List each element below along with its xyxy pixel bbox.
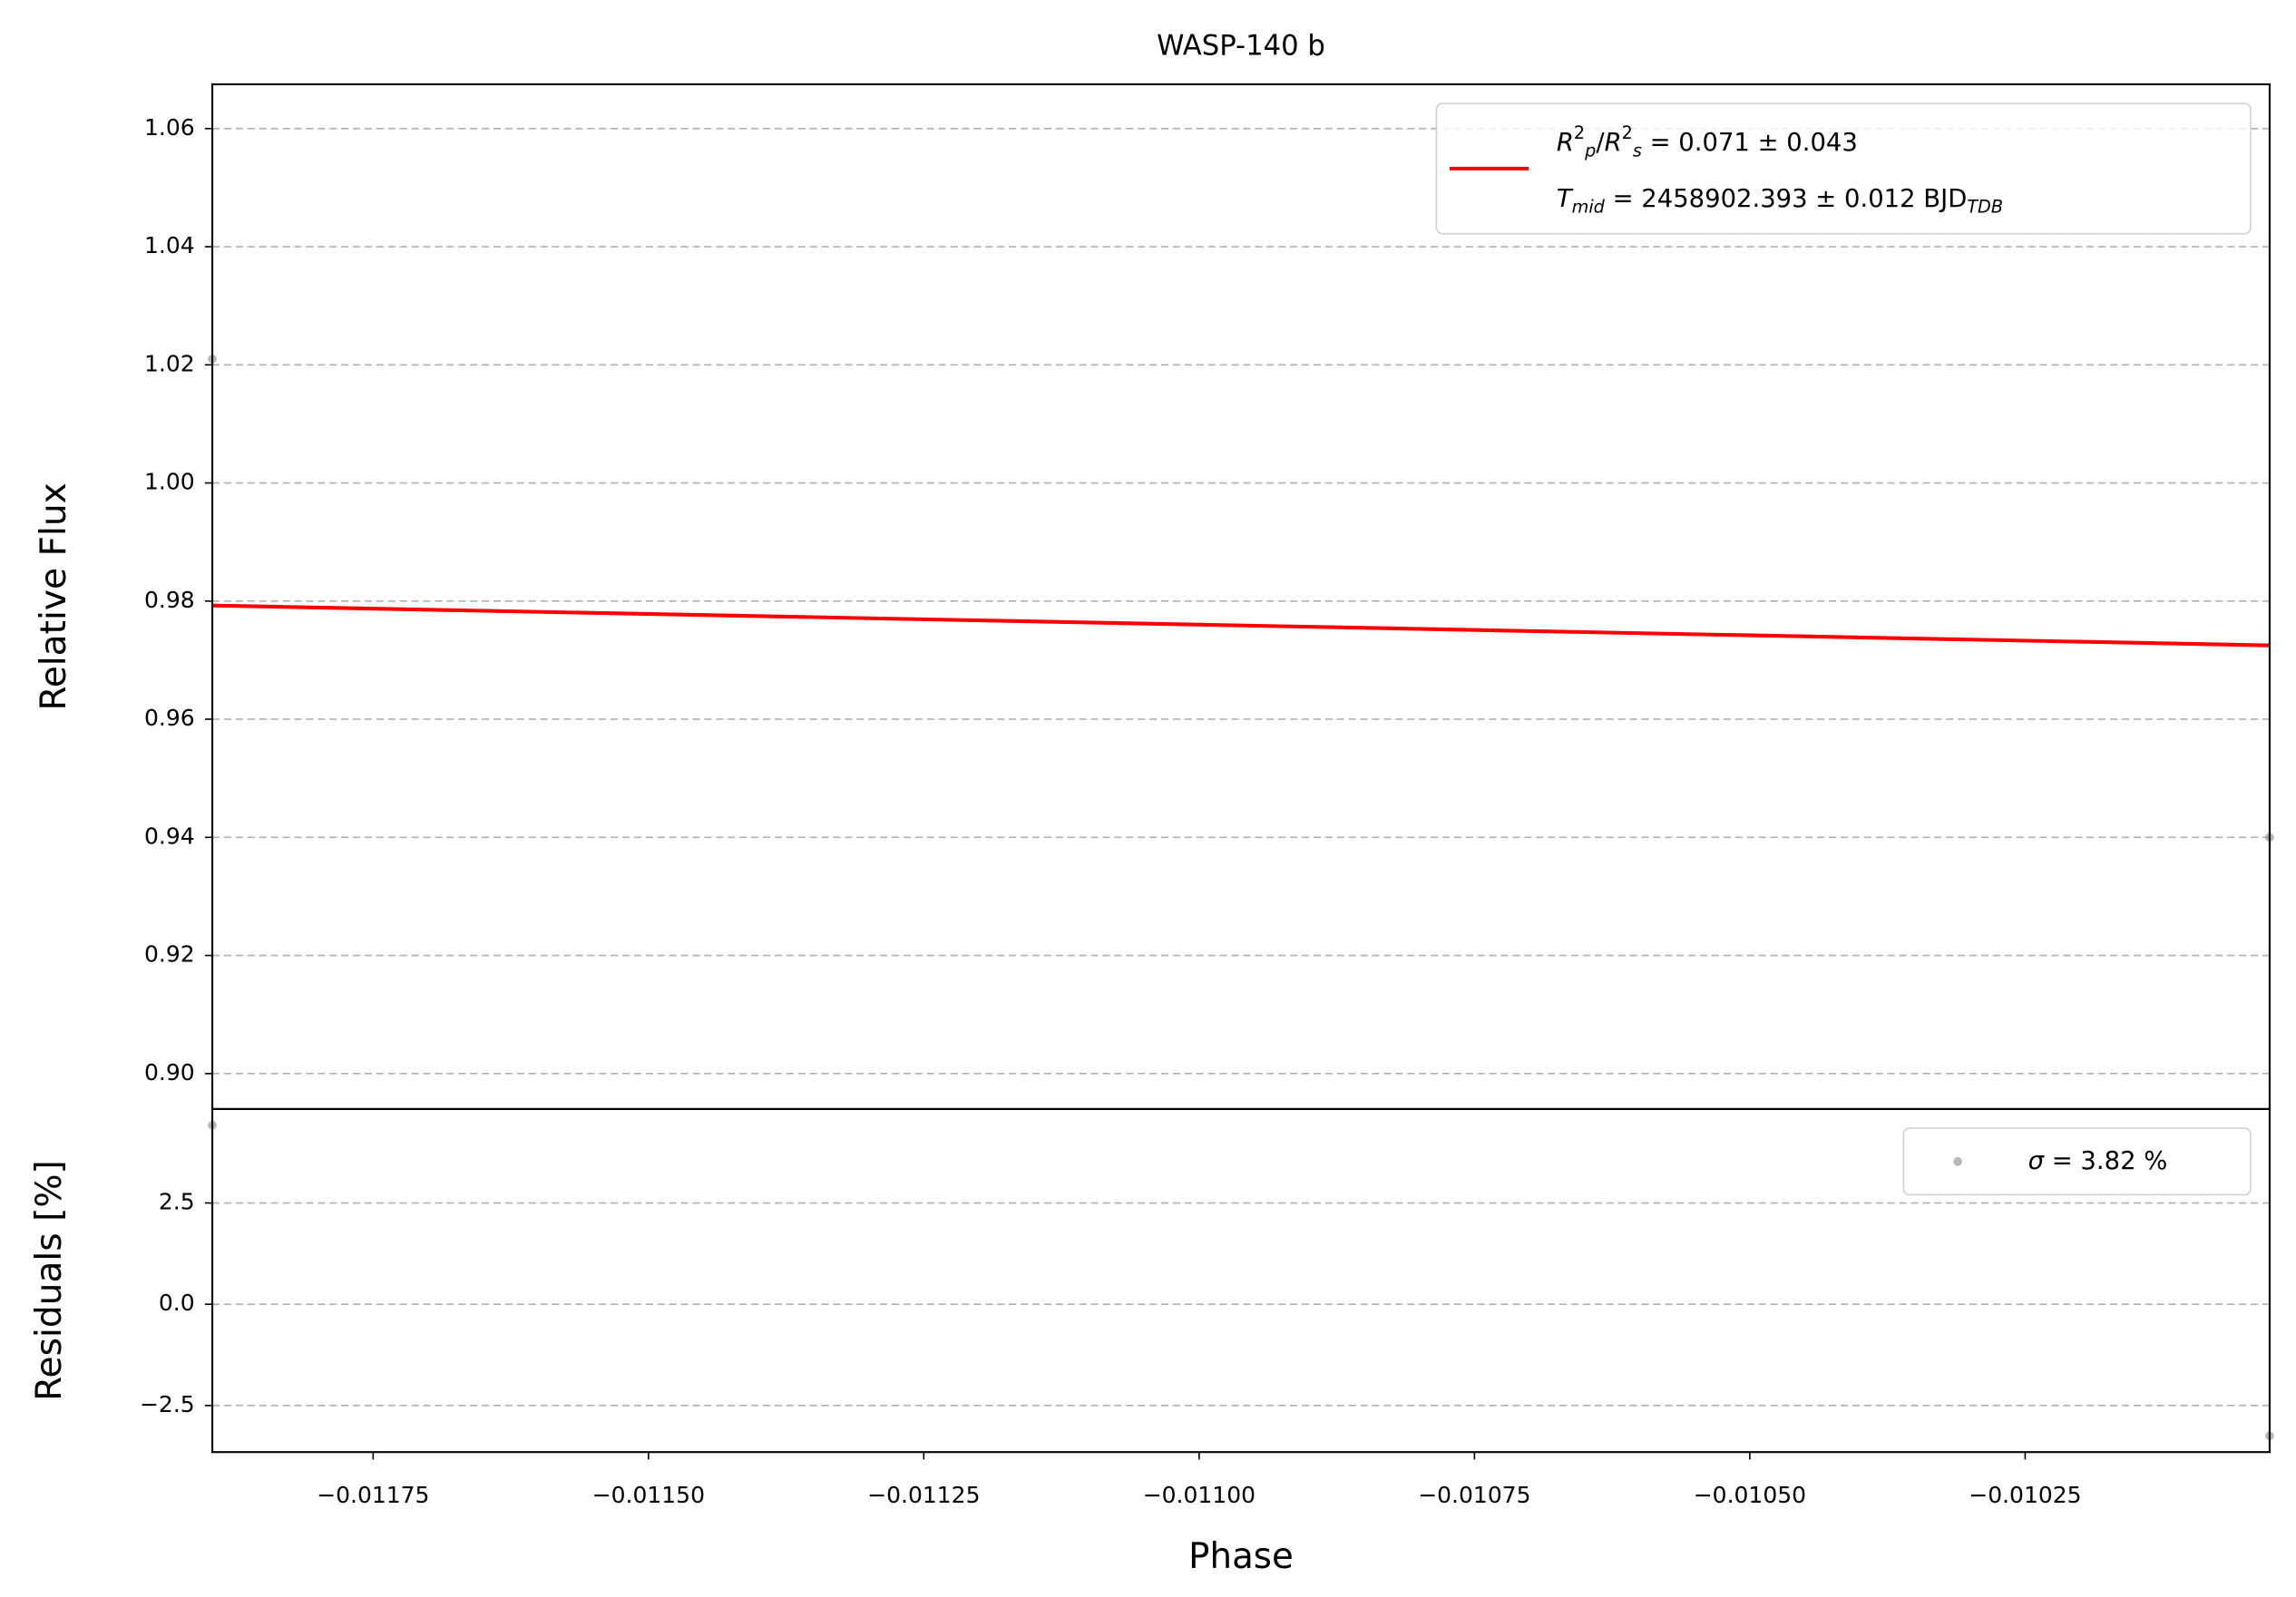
- plot-frame: [211, 1107, 2271, 1454]
- y-tick-label: 0.90: [144, 1059, 195, 1086]
- y-tick-label: 1.02: [144, 350, 195, 376]
- x-tick-label: −0.01125: [867, 1482, 980, 1508]
- legend-label: Tmid = 2458902.393 ± 0.012 BJDTDB: [1557, 183, 2003, 217]
- y-tick-label: 1.06: [144, 114, 195, 141]
- x-tick-label: −0.01075: [1418, 1482, 1530, 1508]
- y-tick-label: 0.96: [144, 705, 195, 731]
- chart-title: WASP-140 b: [1157, 30, 1325, 63]
- y-tick-label: 0.98: [144, 587, 195, 613]
- x-tick-label: −0.01025: [1969, 1482, 2081, 1508]
- legend-text-part: σ: [2028, 1145, 2046, 1175]
- legend-text-part: 2: [1622, 122, 1633, 142]
- y-tick-label: 1.04: [144, 232, 195, 258]
- y-tick-label: 0.92: [144, 941, 195, 968]
- y-tick-label: 2.5: [159, 1188, 195, 1214]
- legend-text-part: 2: [1574, 122, 1585, 142]
- legend-text-part: R: [1557, 127, 1574, 157]
- legend-text-part: R: [1605, 127, 1622, 157]
- legend-label: σ = 3.82 %: [2028, 1145, 2168, 1175]
- legend-box: [1902, 1127, 2252, 1196]
- legend-text-part: mid: [1572, 196, 1606, 217]
- x-tick-label: −0.01050: [1694, 1482, 1806, 1508]
- y-axis-label: Relative Flux: [34, 482, 74, 711]
- y-axis-label: Residuals [%]: [29, 1160, 70, 1401]
- legend-box: [1435, 102, 2252, 235]
- legend-swatch: [1953, 1156, 1962, 1166]
- x-axis-label: Phase: [1188, 1536, 1294, 1577]
- y-tick-label: 1.00: [144, 468, 195, 494]
- legend-label: R2p/R2s = 0.071 ± 0.043: [1557, 122, 1858, 161]
- legend-text-part: p: [1584, 140, 1596, 161]
- legend-text-part: /: [1596, 127, 1605, 157]
- legend-text-part: T: [1557, 183, 1574, 213]
- legend-text-part: = 3.82 %: [2044, 1145, 2167, 1175]
- x-tick-label: −0.01175: [317, 1482, 429, 1508]
- legend-text-part: TDB: [1967, 196, 2003, 217]
- y-tick-label: 0.0: [159, 1290, 195, 1316]
- x-tick-label: −0.01100: [1143, 1482, 1255, 1508]
- legend-text-part: = 0.071 ± 0.043: [1642, 127, 1858, 157]
- model-line: [212, 603, 2270, 648]
- y-tick-label: −2.5: [140, 1391, 195, 1417]
- x-tick-label: −0.01150: [592, 1482, 705, 1508]
- y-tick-label: 0.94: [144, 823, 195, 849]
- legend-text-part: = 2458902.393 ± 0.012 BJD: [1605, 183, 1967, 213]
- legend-text-part: s: [1633, 140, 1642, 161]
